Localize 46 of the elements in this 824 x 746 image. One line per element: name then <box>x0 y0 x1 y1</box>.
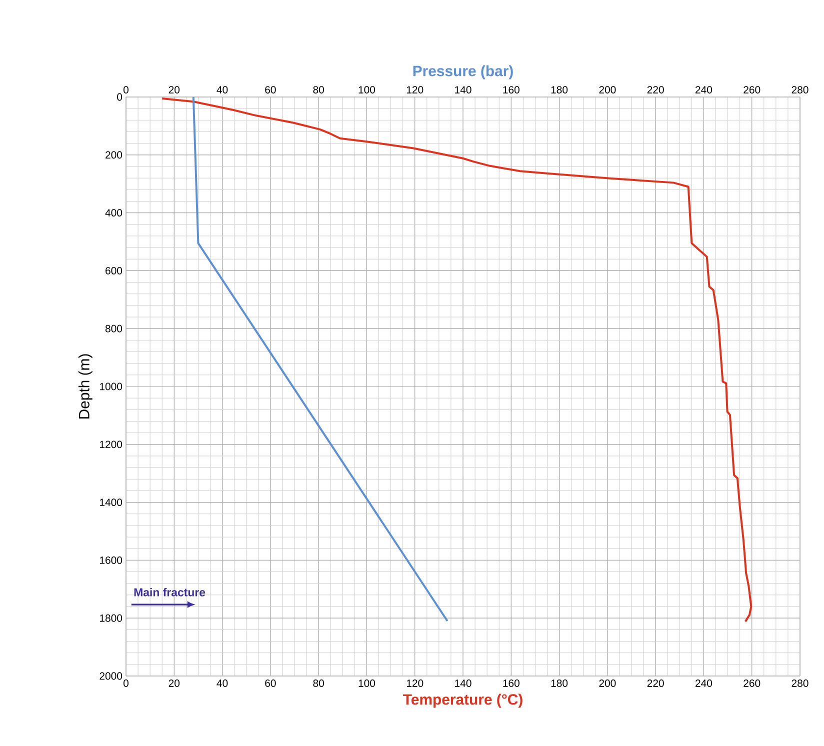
x-tick-label: 140 <box>455 86 472 94</box>
x-tick-label: 220 <box>647 86 664 94</box>
x-tick-label: 160 <box>503 86 520 94</box>
y-tick-label: 200 <box>106 151 122 159</box>
y-tick-label: 800 <box>105 324 122 332</box>
x2-tick-label: 100 <box>358 680 376 687</box>
line-series <box>161 97 752 623</box>
annotation: Main fracture <box>134 588 206 596</box>
x-tick-label: 240 <box>696 86 712 94</box>
x2-axis-title: Pressure (bar) <box>413 65 513 80</box>
x2-tick-label: 220 <box>647 680 664 687</box>
x-tick-label: 100 <box>358 86 376 94</box>
y-tick-label: 1600 <box>100 556 122 564</box>
x2-tick-label: 200 <box>599 680 616 687</box>
x2-tick-label: 60 <box>265 680 276 687</box>
y-tick-label: 1400 <box>100 498 122 506</box>
x2-tick-label: 0 <box>124 680 128 687</box>
x2-tick-label: 280 <box>792 680 808 687</box>
x2-tick-label: 160 <box>503 680 520 687</box>
x-tick-label: 20 <box>168 86 180 94</box>
x-tick-label: 80 <box>313 86 324 94</box>
x2-tick-label: 260 <box>744 680 760 687</box>
y-tick-label: 1000 <box>100 382 122 390</box>
x-tick-label: 120 <box>406 86 424 94</box>
x2-tick-label: 40 <box>216 680 228 687</box>
x-tick-label: 280 <box>792 86 808 94</box>
y-axis-title: Depth (m) <box>78 354 92 418</box>
x-tick-label: 60 <box>265 86 276 94</box>
x-axis-title: Temperature (°C) <box>403 694 522 708</box>
x2-tick-label: 140 <box>455 680 472 687</box>
x-tick-label: 200 <box>599 86 616 94</box>
x-tick-label: 180 <box>551 86 568 94</box>
y-tick-label: 0 <box>117 93 122 101</box>
x-tick-label: 40 <box>216 86 228 94</box>
x2-tick-label: 20 <box>168 680 180 687</box>
x-tick-label: 0 <box>124 86 128 94</box>
y-tick-label: 1200 <box>100 440 122 448</box>
x2-tick-label: 80 <box>313 680 324 687</box>
y-tick-label: 2000 <box>100 672 122 680</box>
y-tick-label: 600 <box>106 267 122 274</box>
x-tick-label: 260 <box>744 86 760 94</box>
y-tick-label: 400 <box>105 209 122 217</box>
x2-tick-label: 240 <box>696 680 712 687</box>
y-tick-label: 1800 <box>100 614 122 622</box>
x2-tick-label: 120 <box>406 680 424 687</box>
x2-tick-label: 180 <box>551 680 568 687</box>
